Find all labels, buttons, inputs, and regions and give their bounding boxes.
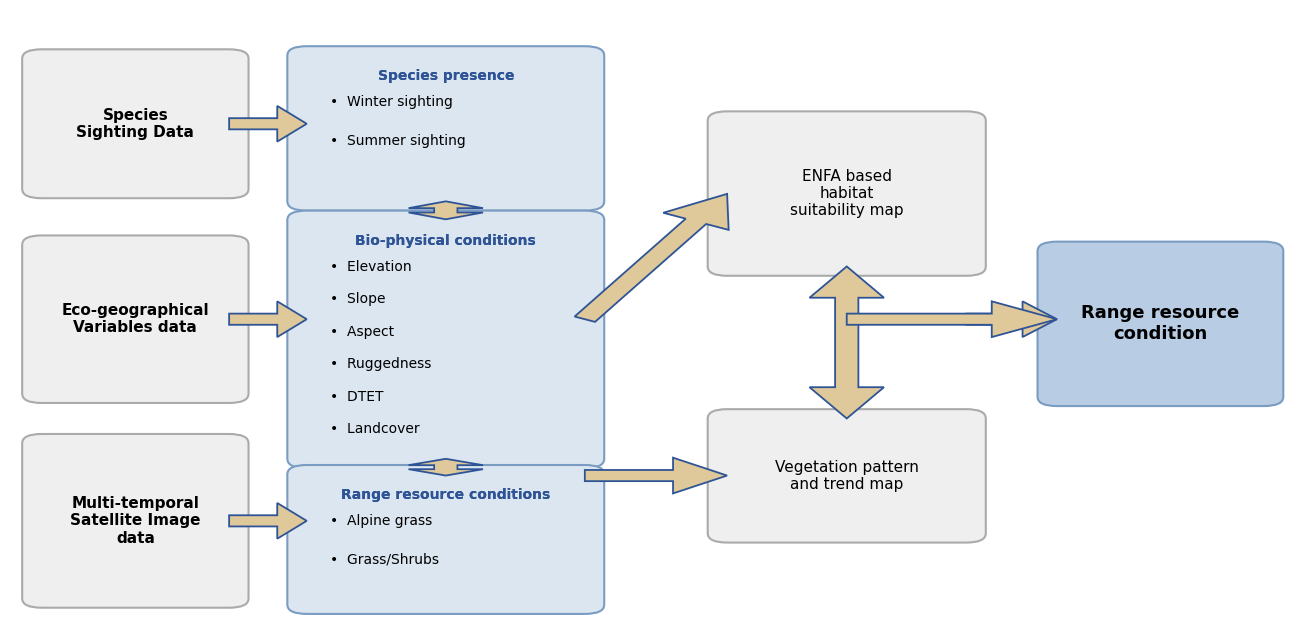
Text: Range resource conditions: Range resource conditions <box>342 488 551 502</box>
Text: Species presence: Species presence <box>378 69 514 83</box>
Text: Multi-temporal
Satellite Image
data: Multi-temporal Satellite Image data <box>70 496 200 546</box>
Polygon shape <box>229 503 307 539</box>
Text: Vegetation pattern
and trend map: Vegetation pattern and trend map <box>774 459 918 492</box>
Polygon shape <box>574 194 729 322</box>
Text: •  Aspect: • Aspect <box>330 325 394 339</box>
Text: •  Landcover: • Landcover <box>330 422 420 436</box>
FancyBboxPatch shape <box>22 434 248 608</box>
FancyBboxPatch shape <box>287 465 604 614</box>
Polygon shape <box>809 267 885 418</box>
FancyBboxPatch shape <box>708 111 986 276</box>
Text: Species presence: Species presence <box>378 69 514 83</box>
Text: Range resource conditions: Range resource conditions <box>342 488 551 502</box>
Text: •  Elevation: • Elevation <box>330 260 412 274</box>
Text: Range resource
condition: Range resource condition <box>1081 304 1239 343</box>
Polygon shape <box>408 202 483 219</box>
Text: •  Grass/Shrubs: • Grass/Shrubs <box>330 553 439 567</box>
Text: Bio-physical conditions: Bio-physical conditions <box>356 233 536 248</box>
Polygon shape <box>847 301 1057 337</box>
Text: •  Alpine grass: • Alpine grass <box>330 514 433 528</box>
Text: Bio-physical conditions: Bio-physical conditions <box>356 233 536 248</box>
Text: Eco-geographical
Variables data: Eco-geographical Variables data <box>61 303 209 336</box>
Polygon shape <box>229 301 307 337</box>
Text: •  Summer sighting: • Summer sighting <box>330 134 466 148</box>
FancyBboxPatch shape <box>708 409 986 543</box>
Polygon shape <box>966 301 1057 337</box>
FancyBboxPatch shape <box>22 235 248 403</box>
Text: •  Ruggedness: • Ruggedness <box>330 357 431 371</box>
FancyBboxPatch shape <box>287 210 604 468</box>
Polygon shape <box>585 458 727 493</box>
Text: •  Slope: • Slope <box>330 292 386 306</box>
Text: Species
Sighting Data: Species Sighting Data <box>77 108 195 140</box>
Text: ENFA based
habitat
suitability map: ENFA based habitat suitability map <box>790 168 904 218</box>
FancyBboxPatch shape <box>1038 242 1283 406</box>
FancyBboxPatch shape <box>287 46 604 210</box>
Polygon shape <box>408 459 483 476</box>
FancyBboxPatch shape <box>22 49 248 198</box>
Text: •  DTET: • DTET <box>330 389 383 404</box>
Text: •  Winter sighting: • Winter sighting <box>330 95 453 109</box>
Polygon shape <box>229 106 307 141</box>
